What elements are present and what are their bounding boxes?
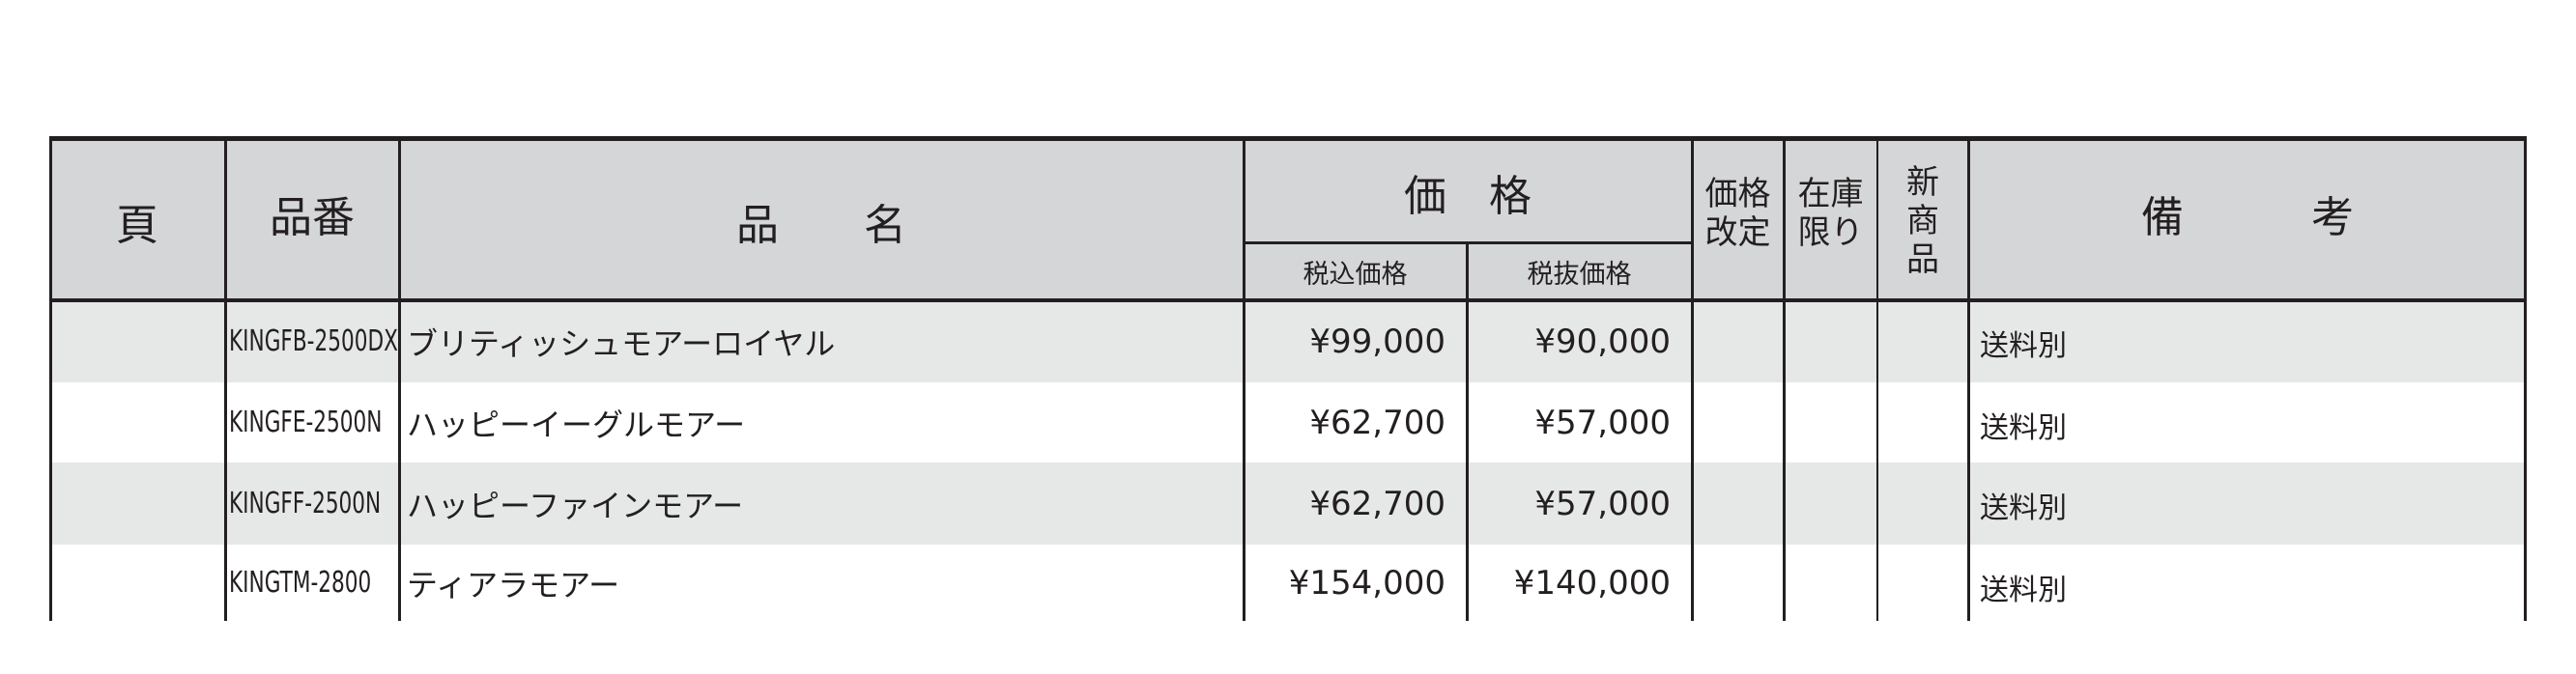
table-row: [49, 382, 2527, 463]
column-divider: [398, 136, 401, 621]
header-price-excl: 税抜価格: [1527, 260, 1632, 290]
row-price-incl: ¥62,700: [1309, 484, 1445, 523]
header-page: 頁: [116, 200, 158, 250]
row-price-incl: ¥154,000: [1288, 563, 1445, 603]
header-new-product: 新 商 品: [1906, 162, 1939, 279]
row-code: KINGFE-2500N: [229, 406, 383, 439]
header-name: 品 名: [736, 200, 906, 250]
row-code: KINGFF-2500N: [229, 487, 382, 520]
row-price-excl: ¥57,000: [1534, 484, 1671, 523]
row-note: 送料別: [1980, 329, 2067, 363]
row-price-excl: ¥140,000: [1513, 563, 1671, 603]
row-price-incl: ¥99,000: [1309, 322, 1445, 361]
table-row: [49, 463, 2527, 545]
column-divider: [49, 136, 52, 621]
column-divider: [1783, 136, 1786, 621]
row-note: 送料別: [1980, 574, 2067, 607]
column-divider: [1876, 136, 1878, 621]
row-code: KINGTM-2800: [229, 566, 372, 600]
row-name: ハッピーファインモアー: [407, 487, 744, 524]
table-row: [49, 545, 2527, 621]
header-price: 価 格: [1404, 172, 1531, 221]
row-price-excl: ¥57,000: [1534, 403, 1671, 442]
column-divider: [1466, 242, 1469, 621]
row-code: KINGFB-2500DX: [229, 324, 398, 358]
table-row: [49, 300, 2527, 382]
row-note: 送料別: [1980, 411, 2067, 445]
header-code: 品番: [270, 193, 355, 242]
header-divider: [49, 298, 2527, 302]
row-page: [49, 300, 225, 382]
column-divider: [2524, 136, 2527, 621]
column-divider: [1243, 136, 1245, 621]
row-page: [49, 463, 225, 545]
header-price-incl: 税込価格: [1302, 260, 1408, 290]
table-header: [49, 136, 2527, 300]
price-table: 頁 品番 品 名 価 格 税込価格 税抜価格 価格 改定 在庫 限り 新 商 品…: [49, 136, 2527, 621]
column-divider: [224, 136, 227, 621]
row-name: ハッピーイーグルモアー: [407, 406, 746, 443]
header-price-revised: 価格 改定: [1704, 175, 1771, 252]
row-name: ティアラモアー: [407, 566, 620, 604]
row-page: [49, 545, 225, 621]
header-remarks: 備 考: [2141, 193, 2354, 242]
column-divider: [1967, 136, 1970, 621]
column-divider: [1691, 136, 1694, 621]
row-price-excl: ¥90,000: [1534, 322, 1671, 361]
row-note: 送料別: [1980, 491, 2067, 525]
row-name: ブリティッシュモアーロイヤル: [407, 324, 836, 362]
row-page: [49, 382, 225, 463]
row-price-incl: ¥62,700: [1309, 403, 1445, 442]
header-stock-limited: 在庫 限り: [1797, 175, 1864, 252]
